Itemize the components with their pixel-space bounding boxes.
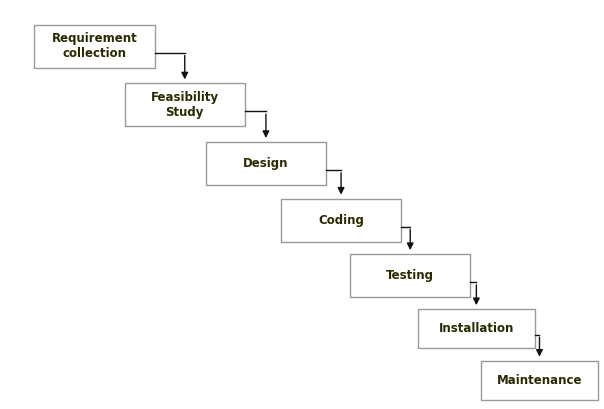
Bar bbox=[481, 361, 598, 400]
Text: Requirement
collection: Requirement collection bbox=[52, 32, 138, 60]
Text: Feasibility
Study: Feasibility Study bbox=[151, 91, 219, 119]
Text: Installation: Installation bbox=[439, 322, 514, 335]
Bar bbox=[206, 142, 326, 185]
Text: Testing: Testing bbox=[386, 269, 434, 282]
Bar bbox=[34, 25, 155, 68]
Text: Coding: Coding bbox=[318, 213, 364, 227]
Text: Design: Design bbox=[243, 157, 289, 170]
Text: Maintenance: Maintenance bbox=[496, 374, 582, 387]
Bar bbox=[281, 199, 401, 242]
Bar bbox=[350, 254, 471, 297]
Bar bbox=[124, 83, 245, 126]
Bar bbox=[418, 309, 535, 348]
